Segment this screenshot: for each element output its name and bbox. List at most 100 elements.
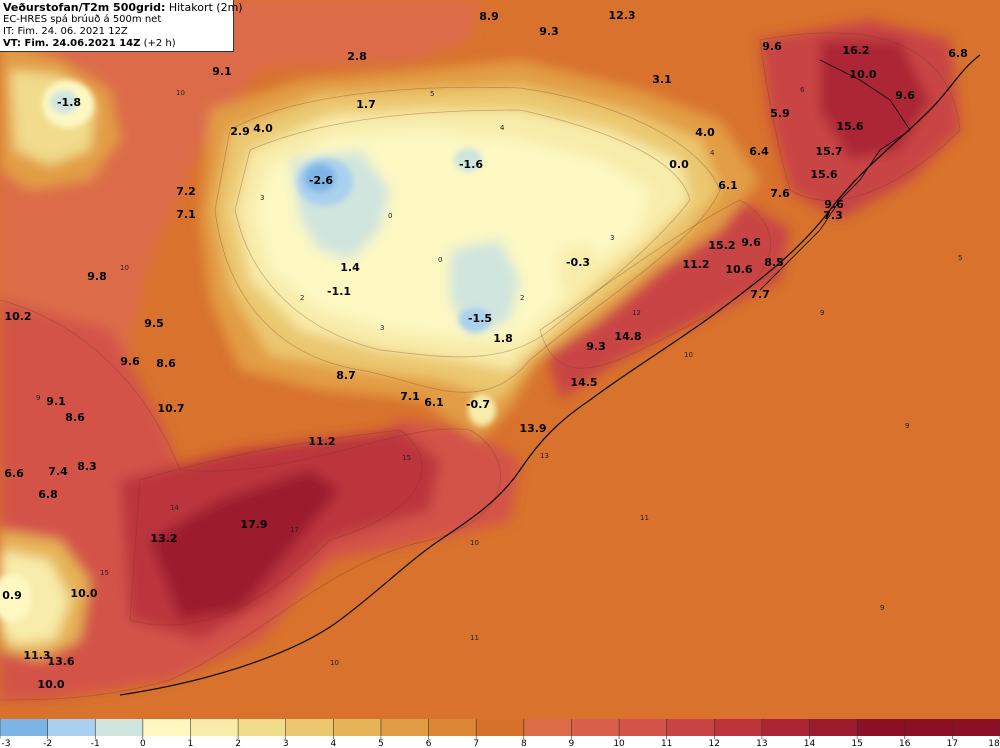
temperature-value-label: -0.7 (466, 398, 490, 411)
legend-tick-label: 2 (235, 739, 241, 748)
legend-tick-label: 11 (661, 739, 672, 748)
temperature-value-label: 7.6 (770, 187, 790, 200)
svg-text:0: 0 (388, 212, 392, 220)
temperature-value-label: 9.6 (120, 355, 140, 368)
temperature-value-label: 11.2 (682, 258, 709, 271)
legend-tick-label: 13 (756, 739, 767, 748)
legend-swatch (95, 719, 144, 736)
svg-text:11: 11 (470, 634, 479, 642)
temperature-value-label: 1.4 (340, 261, 360, 274)
legend-tick-label: 14 (804, 739, 816, 748)
svg-text:3: 3 (380, 324, 384, 332)
temperature-value-label: 8.3 (77, 460, 97, 473)
temperature-value-label: 8.6 (65, 411, 85, 424)
svg-text:10: 10 (470, 539, 479, 547)
legend-tick-label: 18 (988, 739, 1000, 748)
temperature-value-label: 2.9 (230, 125, 250, 138)
temperature-value-label: 9.6 (741, 236, 761, 249)
svg-text:3: 3 (610, 234, 614, 242)
legend-swatch (952, 719, 1000, 736)
temperature-values: 8.9 12.3 9.3 9.6 16.2 6.8 9.1 2.8 3.1 10.0 -1.8 1.7… (2, 9, 968, 691)
legend-swatch (238, 719, 287, 736)
legend-tick-label: 4 (330, 739, 336, 748)
temperature-value-label: 9.6 (824, 198, 844, 211)
temperature-value-label: 15.6 (810, 168, 837, 181)
temperature-value-label: 17.9 (240, 518, 267, 531)
svg-text:2: 2 (300, 294, 304, 302)
temperature-value-label: 7.1 (400, 390, 420, 403)
temperature-value-label: 0.0 (669, 158, 689, 171)
temperature-value-label: 8.9 (479, 10, 499, 23)
svg-text:2: 2 (520, 294, 524, 302)
svg-text:9: 9 (880, 604, 884, 612)
temperature-value-label: 6.1 (718, 179, 738, 192)
valid-time: VT: Fim. 24.06.2021 14Z (3, 38, 141, 49)
legend-tick-label: 0 (140, 739, 146, 748)
svg-text:15: 15 (100, 569, 109, 577)
legend-swatch (142, 719, 191, 736)
legend-swatch (809, 719, 858, 736)
legend-tick-label: 16 (899, 739, 911, 748)
temperature-value-label: -1.5 (468, 312, 492, 325)
temperature-value-label: 7.2 (176, 185, 196, 198)
temperature-value-label: 11.3 (23, 649, 50, 662)
legend-tick-label: -3 (2, 739, 11, 748)
legend-tick-label: 3 (283, 739, 289, 748)
temperature-value-label: 11.2 (308, 435, 335, 448)
temperature-value-label: 4.0 (253, 122, 273, 135)
temperature-value-label: 12.3 (608, 9, 635, 22)
temperature-value-label: 7.3 (823, 209, 843, 222)
legend-tick-label: 9 (569, 739, 575, 748)
temperature-value-label: 15.7 (815, 145, 842, 158)
svg-text:14: 14 (170, 504, 179, 512)
temperature-value-label: 13.9 (519, 422, 546, 435)
temperature-value-label: 10.0 (37, 678, 64, 691)
temperature-value-label: 15.6 (836, 120, 863, 133)
temperature-value-label: 8.5 (764, 256, 784, 269)
svg-text:4: 4 (710, 149, 715, 157)
legend-tick-label: 1 (188, 739, 194, 748)
legend-tick-label: 10 (613, 739, 625, 748)
temperature-value-label: 7.1 (176, 208, 196, 221)
temperature-value-label: 10.2 (4, 310, 31, 323)
legend-tick-label: 6 (426, 739, 432, 748)
temperature-value-label: 6.6 (4, 467, 24, 480)
svg-text:4: 4 (500, 124, 505, 132)
svg-text:3: 3 (260, 194, 264, 202)
legend-swatch (0, 719, 49, 736)
svg-text:12: 12 (632, 309, 641, 317)
temperature-value-label: 3.1 (652, 73, 672, 86)
temperature-value-label: 9.3 (586, 340, 606, 353)
temperature-value-label: 7.7 (750, 288, 770, 301)
temperature-value-label: 10.6 (725, 263, 752, 276)
temperature-value-label: 9.5 (144, 317, 164, 330)
model-line: EC-HRES spá brúuð á 500m net (3, 14, 162, 25)
temperature-value-label: 10.0 (70, 587, 97, 600)
temperature-value-label: 0.9 (2, 589, 22, 602)
temperature-field (0, 0, 960, 700)
legend-swatch (523, 719, 572, 736)
svg-text:10: 10 (176, 89, 185, 97)
valid-offset: (+2 h) (143, 38, 176, 49)
temperature-value-label: -2.6 (309, 174, 333, 187)
title-main: Veðurstofan/T2m 500grid: (3, 1, 166, 14)
temperature-value-label: 9.1 (212, 65, 232, 78)
legend-swatch (666, 719, 715, 736)
svg-text:10: 10 (120, 264, 129, 272)
legend-swatch (428, 719, 477, 736)
legend-tick-label: -2 (43, 739, 52, 748)
temperature-value-label: 6.8 (38, 488, 58, 501)
title-box: Veðurstofan/T2m 500grid: Hitakort (2m) E… (0, 0, 243, 52)
legend-tick-label: 8 (521, 739, 527, 748)
initial-time: IT: Fim. 24. 06. 2021 12Z (3, 26, 128, 37)
legend-swatch (714, 719, 763, 736)
svg-text:10: 10 (684, 351, 693, 359)
svg-text:13: 13 (540, 452, 549, 460)
temperature-value-label: 7.4 (48, 465, 68, 478)
temperature-value-label: 13.2 (150, 532, 177, 545)
temperature-value-label: 8.7 (336, 369, 356, 382)
temperature-value-label: 9.3 (539, 25, 559, 38)
legend-swatch (476, 719, 525, 736)
svg-text:5: 5 (958, 254, 962, 262)
